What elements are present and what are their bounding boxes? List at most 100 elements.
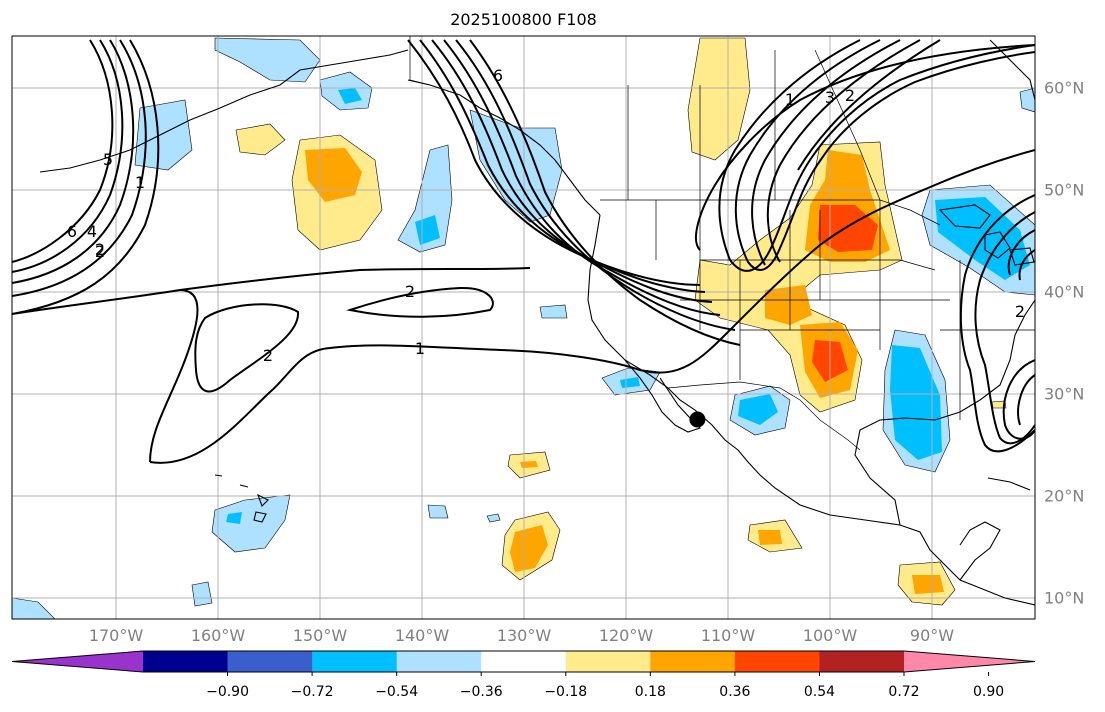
colorbar-segment [734, 651, 820, 672]
contour-label: 5 [103, 150, 113, 169]
longitude-label: 170°W [88, 626, 144, 645]
pos-anomaly-eqpac-core [510, 525, 548, 572]
neg-anomaly-baja-core [620, 377, 640, 388]
colorbar-tick-label: −0.90 [206, 684, 249, 700]
contour-label: 2 [95, 242, 105, 261]
neg-anomaly-hawaii [211, 494, 291, 553]
contour-label: 2 [1015, 302, 1025, 321]
contour-west-3 [12, 39, 135, 284]
colorbar-segment [481, 651, 567, 672]
colorbar-tick-label: 0.54 [803, 684, 836, 700]
contour-pacnw-6 [469, 39, 741, 346]
pos-anomaly-mx-west-core [758, 530, 782, 545]
colorbar-segment [396, 651, 482, 672]
colorbar-tick-label: 0.90 [972, 684, 1005, 700]
latitude-label: 50°N [1044, 180, 1085, 200]
contour-label: 6 [493, 66, 503, 85]
colorbar-tick-label: −0.72 [290, 684, 334, 700]
anomaly-shading [12, 37, 1035, 619]
latitude-label: 60°N [1044, 78, 1085, 98]
latitude-label: 20°N [1044, 486, 1085, 506]
neg-anomaly-alaska [214, 37, 321, 83]
contour-se-1 [959, 194, 1035, 453]
contour-se-6 [1018, 249, 1035, 281]
contour-label: 3 [825, 88, 835, 107]
contour-label: 2 [95, 240, 105, 259]
contour-label: 2 [845, 86, 855, 105]
coast-yucatan [959, 521, 1001, 581]
map-title: 2025100800 F108 [450, 10, 597, 29]
colorbar-tick-label: 0.36 [719, 684, 751, 700]
map-frame [11, 35, 1036, 620]
neg-anomaly-gulf-core [415, 215, 440, 245]
contour-pacnw-2 [419, 39, 706, 293]
pos-anomaly-canada [687, 37, 751, 161]
contour-label: 4 [87, 222, 97, 241]
contour-east-5 [797, 39, 941, 171]
colorbar-segment [565, 651, 651, 672]
pos-anomaly-alaska-small [235, 123, 286, 156]
contour-label: 1 [135, 173, 145, 192]
colorbar-segment [227, 651, 313, 672]
longitude-label: 120°W [598, 626, 654, 645]
contour-center-2-ring [194, 303, 300, 393]
colorbar-outline [11, 650, 1036, 673]
pos-anomaly-az-orange [765, 285, 812, 325]
contour-pacnw-4 [443, 39, 721, 316]
neg-anomaly-hawaii-core [226, 512, 242, 524]
border-us-canada [600, 199, 941, 226]
pos-anomaly-mx-small-core [520, 461, 538, 468]
contour-west-4 [12, 39, 147, 297]
colorbar-tick-label: 0.72 [888, 684, 920, 700]
contour-se-3 [1002, 359, 1035, 440]
longitude-label: 110°W [700, 626, 756, 645]
lakes [938, 204, 1035, 266]
colorbar-tick-label: −0.36 [459, 684, 503, 700]
contour-east-3 [751, 39, 901, 266]
contour-label: 6 [67, 222, 77, 241]
latitude-label: 10°N [1044, 588, 1085, 608]
contour-east-2 [734, 39, 1035, 271]
longitude-label: 160°W [190, 626, 246, 645]
contour-pacnw-5 [455, 39, 736, 331]
hawaii-4 [253, 511, 267, 523]
latitude-label: 30°N [1044, 384, 1085, 404]
coast-gulf-mx [854, 299, 1035, 526]
neg-anomaly-gulf [397, 144, 453, 253]
hawaii-3 [257, 493, 269, 507]
neg-anomaly-gulf-coast-core [890, 345, 942, 460]
neg-anomaly-sw-core [738, 394, 778, 425]
colorbar-extend-max [904, 651, 1035, 672]
contour-pacnw-1 [407, 39, 701, 286]
contour-label: 2 [263, 346, 273, 365]
longitude-label: 100°W [802, 626, 858, 645]
location-marker [689, 411, 706, 428]
border-us-mexico [667, 381, 861, 451]
longitude-label: 140°W [394, 626, 450, 645]
contour-central-1 [12, 267, 531, 315]
contour-center-1 [149, 149, 1035, 464]
political-borders [409, 36, 1035, 451]
hawaii-2 [239, 484, 249, 488]
contour-label: 2 [405, 282, 415, 301]
neg-anomaly-bering [134, 99, 193, 171]
colorbar-segment [650, 651, 736, 672]
contour-pacnw-3 [431, 39, 713, 303]
contour-center-2b [346, 286, 494, 318]
neg-anomaly-ne-edge [1019, 87, 1035, 113]
contour-se-4 [1017, 374, 1035, 426]
colorbar-segment [819, 651, 905, 672]
border-alaska-canada [409, 36, 431, 86]
contour-se-2 [974, 211, 1035, 445]
coast-baja [624, 359, 702, 433]
neg-anomaly-alaska-2-core [338, 88, 362, 104]
neg-anomaly-small-3 [486, 513, 501, 523]
neg-anomaly-small-1 [191, 581, 213, 607]
neg-anomaly-small-2 [427, 504, 449, 519]
contour-labels: 21264251621322 [67, 66, 1025, 365]
neg-anomaly-small-4 [539, 304, 568, 319]
coast-alaska-south [407, 79, 601, 216]
colorbar-segment [312, 651, 398, 672]
coast-west-us [587, 214, 1035, 606]
